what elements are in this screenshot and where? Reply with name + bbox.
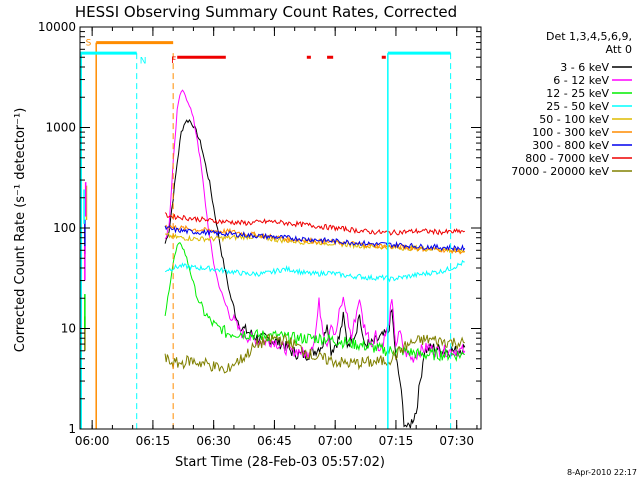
- plot-frame: [79, 26, 482, 430]
- series-line-100-300-kev: [164, 224, 466, 255]
- x-tick-label: 06:00: [75, 434, 110, 448]
- x-tick-label: 06:45: [257, 434, 292, 448]
- x-tick-label: 06:15: [136, 434, 171, 448]
- x-tick-label: 06:30: [196, 434, 231, 448]
- x-tick-label: 07:30: [439, 434, 474, 448]
- legend-label: 25 - 50 keV: [546, 100, 609, 113]
- x-tick-label: 07:15: [379, 434, 414, 448]
- y-tick-label: 1: [68, 422, 76, 436]
- chart-title: HESSI Observing Summary Count Rates, Cor…: [75, 3, 457, 21]
- legend-label: 3 - 6 keV: [560, 61, 609, 74]
- flag-label: N: [140, 56, 147, 66]
- legend-header-line-2: Att 0: [606, 43, 632, 56]
- flag-label: S: [86, 39, 92, 49]
- series-line-12-25-kev: [164, 242, 465, 362]
- legend-label: 300 - 800 keV: [532, 139, 609, 152]
- y-tick-label: 1000: [45, 121, 76, 135]
- y-tick-label: 10000: [38, 20, 76, 34]
- y-tick-label: 10: [61, 322, 76, 336]
- series-line-800-7000-kev: [164, 212, 466, 236]
- series-traces: [83, 89, 466, 429]
- series-line-50-100-kev: [164, 232, 465, 255]
- legend-label: 7000 - 20000 keV: [511, 165, 609, 178]
- legend-label: 6 - 12 keV: [553, 74, 609, 87]
- legend-label: 800 - 7000 keV: [525, 152, 609, 165]
- y-tick-label: 100: [53, 221, 76, 235]
- y-axis-label: Corrected Count Rate (s⁻¹ detector⁻¹): [13, 108, 28, 353]
- series-line-25-50-kev: [164, 259, 465, 283]
- series-line-7000-20000-kev: [164, 333, 465, 374]
- legend-label: 12 - 25 keV: [546, 87, 609, 100]
- legend-label: 100 - 300 keV: [532, 126, 609, 139]
- footer-timestamp: 8-Apr-2010 22:17: [567, 468, 637, 477]
- x-axis-label: Start Time (28-Feb-03 05:57:02): [175, 455, 385, 470]
- legend-header-line-1: Det 1,3,4,5,6,9,: [546, 30, 632, 43]
- series-line-3-6-kev: [164, 119, 466, 429]
- series-line-300-800-kev: [164, 225, 466, 252]
- flag-label: F: [171, 56, 176, 66]
- legend-label: 50 - 100 keV: [539, 113, 609, 126]
- x-tick-label: 07:00: [318, 434, 353, 448]
- series-line-6-12-kev: [164, 89, 466, 363]
